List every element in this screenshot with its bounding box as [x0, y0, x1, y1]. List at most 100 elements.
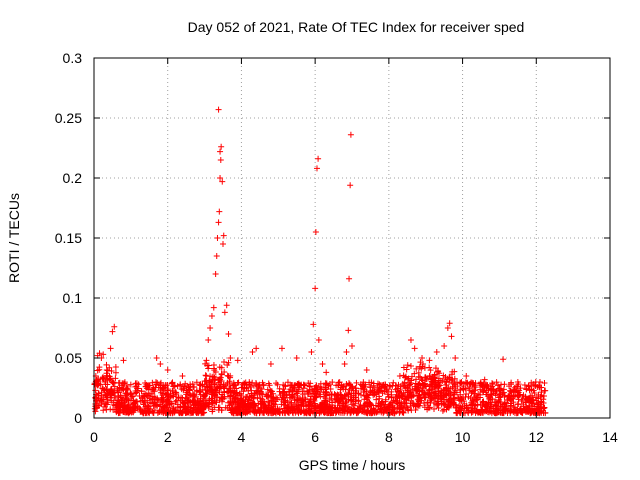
data-point	[317, 380, 324, 387]
data-point	[171, 409, 178, 416]
data-point	[388, 388, 395, 395]
data-point	[95, 390, 102, 397]
data-point	[92, 387, 99, 394]
data-point	[114, 402, 121, 409]
data-point	[241, 402, 248, 409]
data-point	[111, 383, 118, 390]
data-point	[251, 410, 258, 417]
data-point	[407, 379, 414, 386]
y-tick-label: 0.1	[63, 290, 83, 306]
data-point	[120, 386, 127, 393]
data-point	[227, 372, 234, 379]
data-point	[484, 391, 491, 398]
data-point	[416, 395, 423, 402]
data-point	[542, 410, 549, 417]
data-point	[448, 333, 455, 340]
data-point	[177, 404, 184, 411]
data-point	[452, 355, 459, 361]
data-point	[466, 385, 473, 392]
data-point	[468, 407, 475, 414]
data-point	[411, 383, 418, 390]
data-point	[529, 392, 536, 399]
data-point	[481, 376, 488, 383]
data-point	[370, 382, 377, 389]
data-point	[253, 380, 259, 387]
data-point	[220, 241, 226, 247]
data-point	[211, 367, 218, 374]
data-point	[147, 406, 154, 413]
data-point	[326, 397, 333, 404]
data-point	[221, 309, 228, 316]
data-point	[186, 399, 193, 406]
data-point	[280, 388, 287, 395]
data-point	[249, 349, 256, 355]
data-point	[426, 391, 433, 398]
data-point	[425, 405, 432, 412]
data-point	[94, 397, 101, 404]
data-point	[408, 377, 415, 384]
data-point	[471, 405, 478, 412]
data-point	[196, 389, 203, 396]
data-point	[283, 392, 290, 399]
data-point	[460, 386, 467, 393]
data-point	[274, 406, 281, 413]
data-point	[135, 385, 142, 392]
data-point	[187, 392, 194, 399]
data-point	[108, 368, 115, 375]
data-point	[453, 404, 460, 411]
data-point	[414, 387, 421, 394]
data-point	[404, 406, 411, 413]
data-point	[180, 387, 187, 394]
data-point	[205, 337, 212, 343]
data-point	[431, 374, 438, 381]
data-point	[203, 372, 210, 379]
data-point	[405, 385, 412, 392]
data-point	[259, 400, 266, 407]
data-point	[435, 379, 442, 386]
data-point	[371, 388, 378, 395]
data-point	[106, 388, 113, 395]
data-point	[449, 383, 456, 390]
data-point	[250, 395, 257, 402]
data-point	[204, 362, 211, 369]
data-point	[286, 389, 293, 396]
data-point	[248, 390, 255, 397]
data-point	[429, 385, 436, 392]
data-point	[92, 403, 99, 410]
data-point	[433, 349, 440, 355]
data-point	[367, 383, 374, 390]
data-point	[215, 219, 222, 226]
data-point	[387, 383, 394, 390]
data-point	[210, 304, 217, 311]
data-point	[230, 401, 237, 408]
data-point	[299, 400, 306, 407]
data-point	[147, 395, 154, 402]
data-point	[343, 382, 350, 389]
data-point	[167, 390, 174, 397]
data-point	[370, 392, 377, 399]
data-point	[380, 410, 387, 417]
data-point	[157, 381, 164, 388]
data-point	[91, 380, 98, 387]
data-point	[489, 396, 496, 403]
data-point	[212, 392, 219, 399]
data-point	[99, 375, 106, 382]
data-point	[116, 384, 123, 391]
data-point	[447, 401, 454, 408]
data-point	[202, 372, 209, 379]
data-point	[136, 405, 143, 412]
data-point	[376, 393, 383, 400]
data-point	[204, 400, 211, 407]
data-point	[93, 377, 100, 384]
x-tick-labels: 0 2 4 6 8 10 12 14	[90, 429, 618, 445]
data-point	[354, 409, 361, 416]
data-point	[349, 343, 355, 349]
data-point	[127, 397, 134, 404]
data-point	[541, 380, 548, 387]
data-point	[535, 400, 542, 407]
data-point	[339, 407, 346, 414]
data-point	[378, 399, 385, 406]
data-point	[343, 399, 350, 406]
data-point	[423, 383, 430, 390]
data-point	[218, 364, 225, 371]
